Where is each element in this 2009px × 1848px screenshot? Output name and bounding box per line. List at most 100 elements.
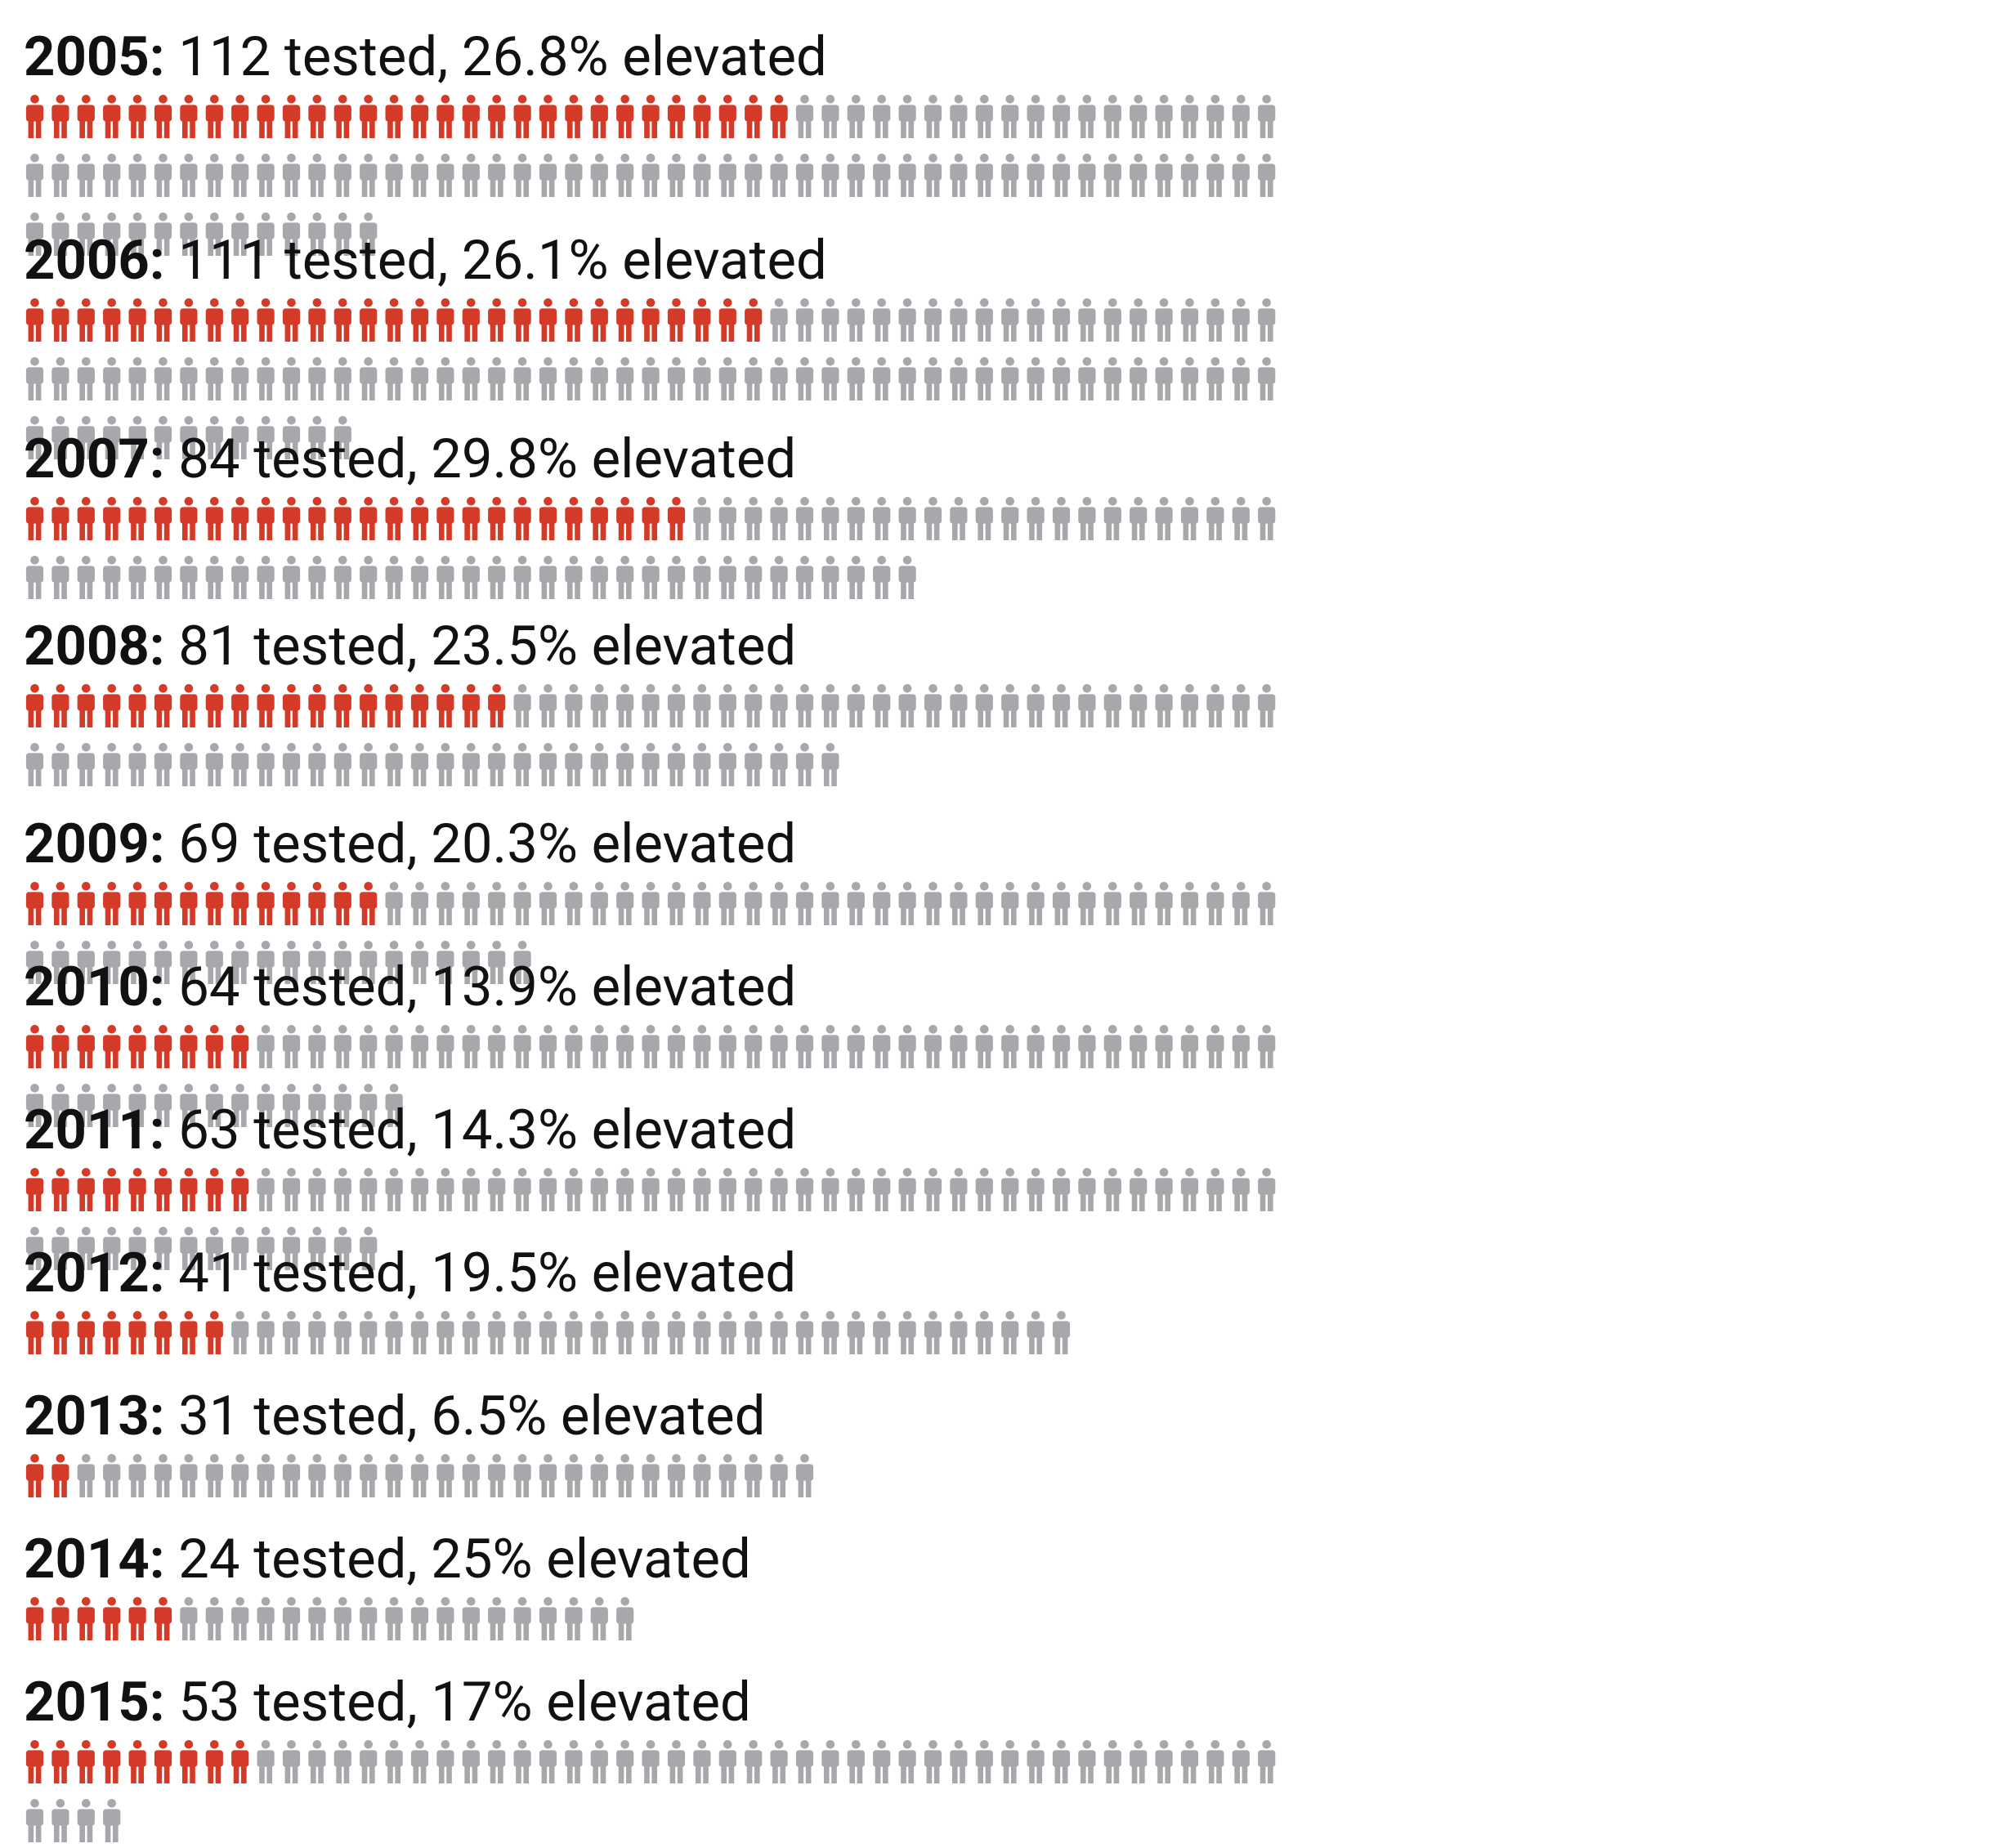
person-icon-not-elevated [667, 882, 686, 925]
person-icon-not-elevated [1206, 357, 1224, 400]
person-icon-elevated [51, 95, 69, 138]
person-icon-not-elevated [667, 743, 686, 786]
person-icon-not-elevated [1130, 684, 1148, 727]
person-icon-elevated [667, 95, 686, 138]
person-icon-not-elevated [436, 1025, 454, 1068]
person-icon-not-elevated [975, 1311, 993, 1354]
person-icon-elevated [257, 882, 275, 925]
person-icon-not-elevated [898, 556, 916, 599]
person-icon-not-elevated [1078, 95, 1096, 138]
person-icon-not-elevated [1206, 882, 1224, 925]
person-icon-elevated [128, 1311, 146, 1354]
person-icon-elevated [51, 882, 69, 925]
person-icon-not-elevated [667, 1025, 686, 1068]
person-icon-not-elevated [770, 154, 788, 197]
person-icon-not-elevated [51, 556, 69, 599]
person-icon-not-elevated [1078, 1168, 1096, 1211]
person-icon-not-elevated [642, 743, 660, 786]
person-icon-not-elevated [128, 357, 146, 400]
person-icon-elevated [385, 684, 403, 727]
row-label: 2009: 69 tested, 20.3% elevated [24, 812, 796, 876]
person-icon-not-elevated [667, 1740, 686, 1783]
person-icon-elevated [154, 1168, 172, 1211]
person-icon-elevated [77, 1168, 95, 1211]
person-icon-elevated [282, 684, 301, 727]
person-icon-not-elevated [847, 1168, 865, 1211]
row-label: 2011: 63 tested, 14.3% elevated [24, 1099, 796, 1162]
person-icon-elevated [333, 684, 351, 727]
person-icon-not-elevated [1001, 1740, 1019, 1783]
person-icon-not-elevated [1052, 1311, 1071, 1354]
person-icon-not-elevated [1001, 298, 1019, 342]
row-stats: 69 tested, 20.3% elevated [165, 812, 797, 876]
person-icon-not-elevated [1052, 497, 1071, 540]
person-icon-not-elevated [924, 154, 942, 197]
person-icon-not-elevated [539, 743, 557, 786]
person-icon-not-elevated [360, 1597, 378, 1640]
person-icon-not-elevated [1027, 684, 1045, 727]
person-icon-elevated [282, 95, 301, 138]
person-icon-not-elevated [642, 357, 660, 400]
person-icon-not-elevated [308, 154, 326, 197]
person-icon-elevated [103, 95, 121, 138]
person-icon-not-elevated [539, 154, 557, 197]
person-icon-not-elevated [1027, 357, 1045, 400]
person-icon-elevated [128, 882, 146, 925]
person-icon-not-elevated [745, 1168, 763, 1211]
person-icon-not-elevated [436, 154, 454, 197]
person-icon-elevated [231, 1168, 249, 1211]
person-icon-not-elevated [180, 1454, 198, 1497]
person-icon-not-elevated [257, 1740, 275, 1783]
person-icon-not-elevated [590, 357, 608, 400]
person-icon-not-elevated [385, 1597, 403, 1640]
person-icon-elevated [462, 497, 480, 540]
person-icon-elevated [51, 1740, 69, 1783]
person-icon-elevated [616, 298, 634, 342]
person-icon-not-elevated [205, 743, 223, 786]
person-icon-not-elevated [539, 1311, 557, 1354]
person-icon-elevated [539, 298, 557, 342]
person-icon-not-elevated [488, 882, 506, 925]
person-icon-elevated [77, 1025, 95, 1068]
person-icon-not-elevated [333, 154, 351, 197]
person-icon-not-elevated [898, 497, 916, 540]
person-icon-elevated [128, 1740, 146, 1783]
person-icon-elevated [436, 497, 454, 540]
person-icon-elevated [180, 1311, 198, 1354]
row-year: 2014: [24, 1528, 165, 1591]
person-icon-elevated [25, 1311, 44, 1354]
person-icon-not-elevated [667, 556, 686, 599]
person-icon-not-elevated [1232, 154, 1250, 197]
person-icon-not-elevated [488, 1311, 506, 1354]
person-icon-not-elevated [847, 497, 865, 540]
person-icon-not-elevated [257, 357, 275, 400]
person-icon-not-elevated [642, 556, 660, 599]
person-icon-not-elevated [821, 1168, 839, 1211]
person-icon-not-elevated [718, 684, 736, 727]
person-icon-not-elevated [513, 357, 531, 400]
person-icon-not-elevated [745, 497, 763, 540]
person-icon-elevated [257, 298, 275, 342]
person-icon-not-elevated [333, 1311, 351, 1354]
person-icon-not-elevated [308, 743, 326, 786]
person-icon-not-elevated [385, 1454, 403, 1497]
person-icon-not-elevated [718, 743, 736, 786]
person-icon-not-elevated [873, 95, 891, 138]
person-icon-not-elevated [950, 357, 968, 400]
person-icon-not-elevated [1001, 497, 1019, 540]
person-icon-not-elevated [1103, 1740, 1121, 1783]
person-icon-elevated [410, 95, 429, 138]
person-icon-not-elevated [795, 1454, 814, 1497]
person-icon-not-elevated [590, 1740, 608, 1783]
person-icon-not-elevated [847, 154, 865, 197]
person-icon-elevated [25, 882, 44, 925]
person-icon-elevated [205, 1740, 223, 1783]
person-icon-elevated [128, 684, 146, 727]
person-icon-elevated [25, 1740, 44, 1783]
person-icon-elevated [77, 298, 95, 342]
person-icon-not-elevated [898, 1025, 916, 1068]
person-icon-not-elevated [488, 357, 506, 400]
person-icon-not-elevated [1258, 95, 1276, 138]
person-icon-elevated [257, 95, 275, 138]
person-icon-not-elevated [821, 743, 839, 786]
